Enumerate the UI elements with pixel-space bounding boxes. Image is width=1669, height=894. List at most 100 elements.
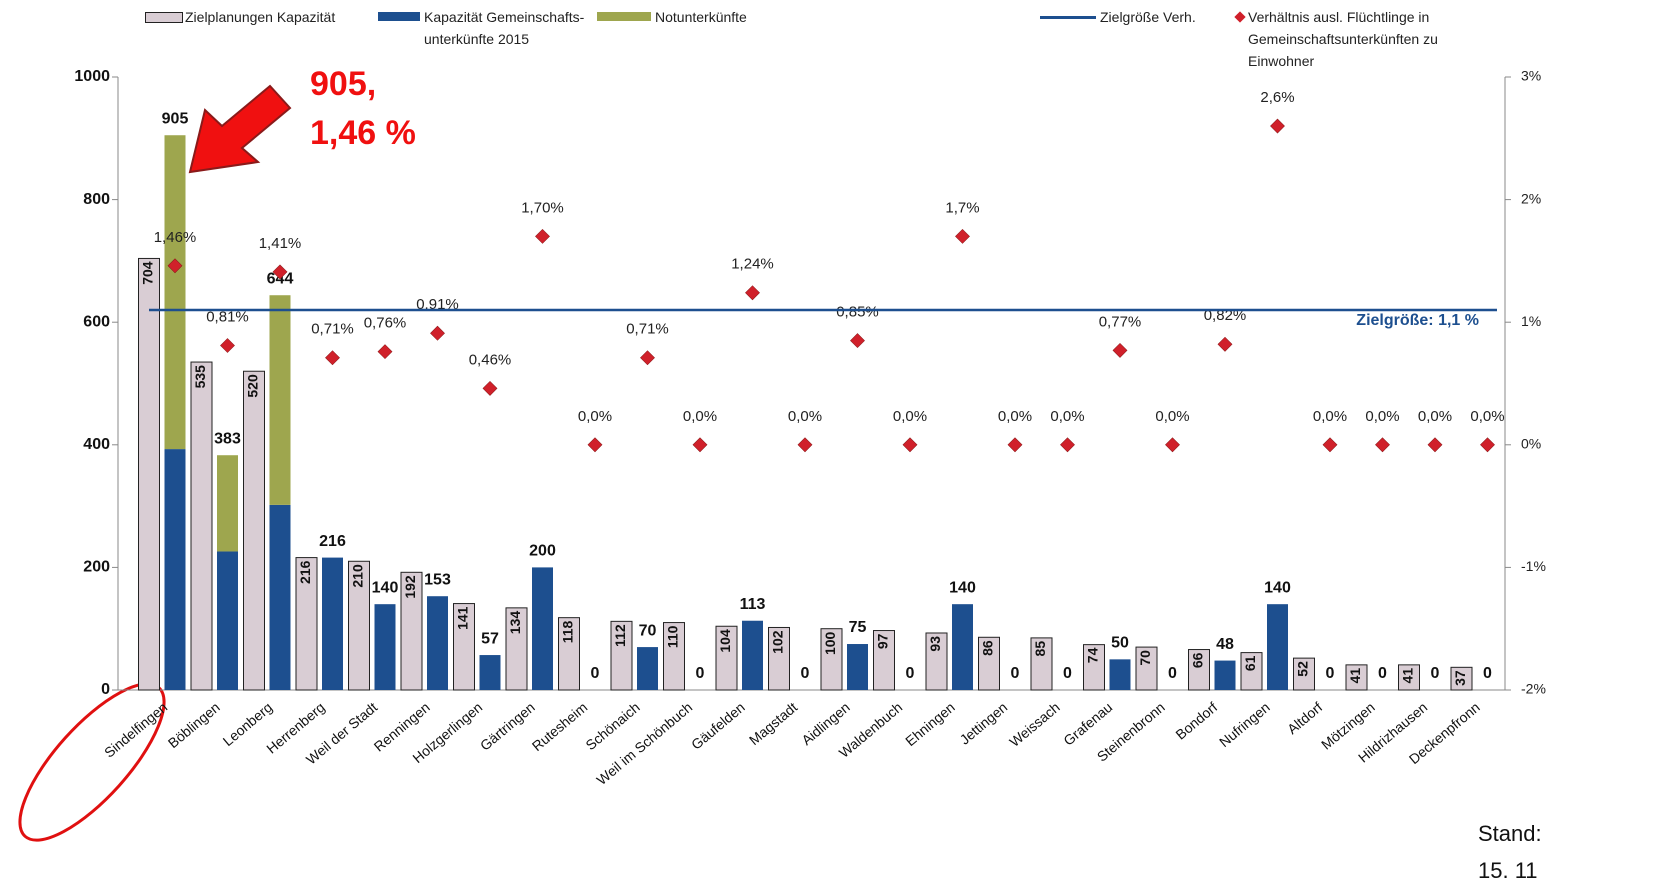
data-label: 61 [1242,655,1258,671]
marker [640,350,655,366]
legend-swatch [145,12,183,23]
y-tick-label: 400 [83,436,110,453]
data-label: 41 [1400,668,1416,684]
data-label: 0,0% [893,408,927,425]
legend-label: Zielgröße Verh. [1100,9,1196,25]
marker [167,258,183,274]
bar [164,449,186,690]
annotation: 1,46 % [310,114,416,152]
x-tick-label: Ehningen [902,699,958,749]
y2-tick-label: 0% [1521,436,1541,452]
data-label: 0,0% [1365,408,1399,425]
marker [1060,437,1075,453]
bar [1109,659,1131,690]
data-label: 0,71% [626,321,669,338]
y2-tick-label: 3% [1521,68,1541,84]
data-label: 57 [481,630,499,647]
data-label: 102 [770,630,786,654]
data-label: 74 [1085,647,1101,663]
marker [745,285,760,301]
data-label: 118 [560,620,576,643]
data-label: 0,0% [788,408,822,425]
marker [535,228,550,244]
data-label: 200 [529,543,556,560]
marker [377,344,393,360]
data-label: 85 [1032,641,1048,657]
footnote: Stand: [1478,821,1542,846]
y2-tick-label: 1% [1521,313,1541,329]
marker [1165,437,1180,453]
legend-label: Zielplanungen Kapazität [185,9,336,25]
bar [742,620,763,690]
marker [220,338,235,353]
bar [348,560,370,691]
bar [820,628,843,691]
bar [374,604,396,690]
data-label: 70 [1137,650,1153,666]
data-label: 0 [1483,665,1492,682]
bar [269,504,291,690]
marker [850,333,865,349]
marker [955,228,970,244]
bar [1450,666,1473,691]
legend-label: Kapazität Gemeinschafts- unterkünfte 201… [424,9,585,47]
data-label: 0,0% [1313,408,1347,425]
y-tick-label: 800 [83,191,110,208]
data-label: 0 [1063,665,1072,682]
data-label: 37 [1452,670,1468,686]
data-label: 141 [455,606,471,630]
data-label: 0 [1378,665,1387,682]
legend-swatch [1040,16,1096,19]
bar [243,370,265,691]
bar [768,626,790,691]
x-tick-label: Weil im Schönbuch [593,699,695,788]
x-tick-label: Jettingen [956,699,1010,748]
y-tick-label: 600 [83,313,110,330]
y-tick-label: 200 [83,559,110,576]
marker [1480,437,1495,453]
bar [1240,652,1263,691]
bar [453,603,475,691]
data-label: 1,46% [154,229,197,246]
data-label: 0 [801,665,810,682]
marker [482,380,498,396]
x-tick-label: Weissach [1006,699,1063,750]
bar [532,567,553,690]
y2-tick-label: 2% [1521,190,1541,206]
highlight-arrow [188,84,292,174]
data-label: 0 [1326,665,1335,682]
marker [272,264,288,280]
bar [322,557,343,690]
data-label: 0,85% [836,304,879,321]
reference-label: Zielgröße: 1,1 % [1356,312,1479,329]
data-label: 0,71% [311,321,354,338]
x-tick-label: Bondorf [1172,699,1220,743]
data-label: 0 [591,665,600,682]
bar [663,622,685,691]
data-label: 0,81% [206,308,249,325]
x-tick-label: Böblingen [165,699,223,751]
y-tick-label: 0 [101,681,110,698]
data-label: 113 [740,596,766,613]
x-tick-label: Altdorf [1284,699,1325,737]
bar [138,257,160,691]
marker [797,437,813,453]
bar-stack [217,455,238,552]
data-label: 140 [949,579,976,596]
data-label: 0 [696,665,705,682]
bar [952,604,973,690]
data-label: 2,6% [1260,89,1294,106]
data-label: 216 [319,533,346,550]
x-tick-label: Magstadt [746,699,800,748]
data-label: 1,7% [945,199,979,216]
bar [217,551,238,690]
data-label: 50 [1111,635,1129,652]
y-tick-label: 1000 [74,68,110,85]
bar [847,644,868,690]
data-label: 75 [849,619,867,636]
data-label: 0,0% [1050,408,1084,425]
data-label: 383 [214,430,241,447]
data-label: 86 [980,640,996,656]
bar [637,647,658,690]
